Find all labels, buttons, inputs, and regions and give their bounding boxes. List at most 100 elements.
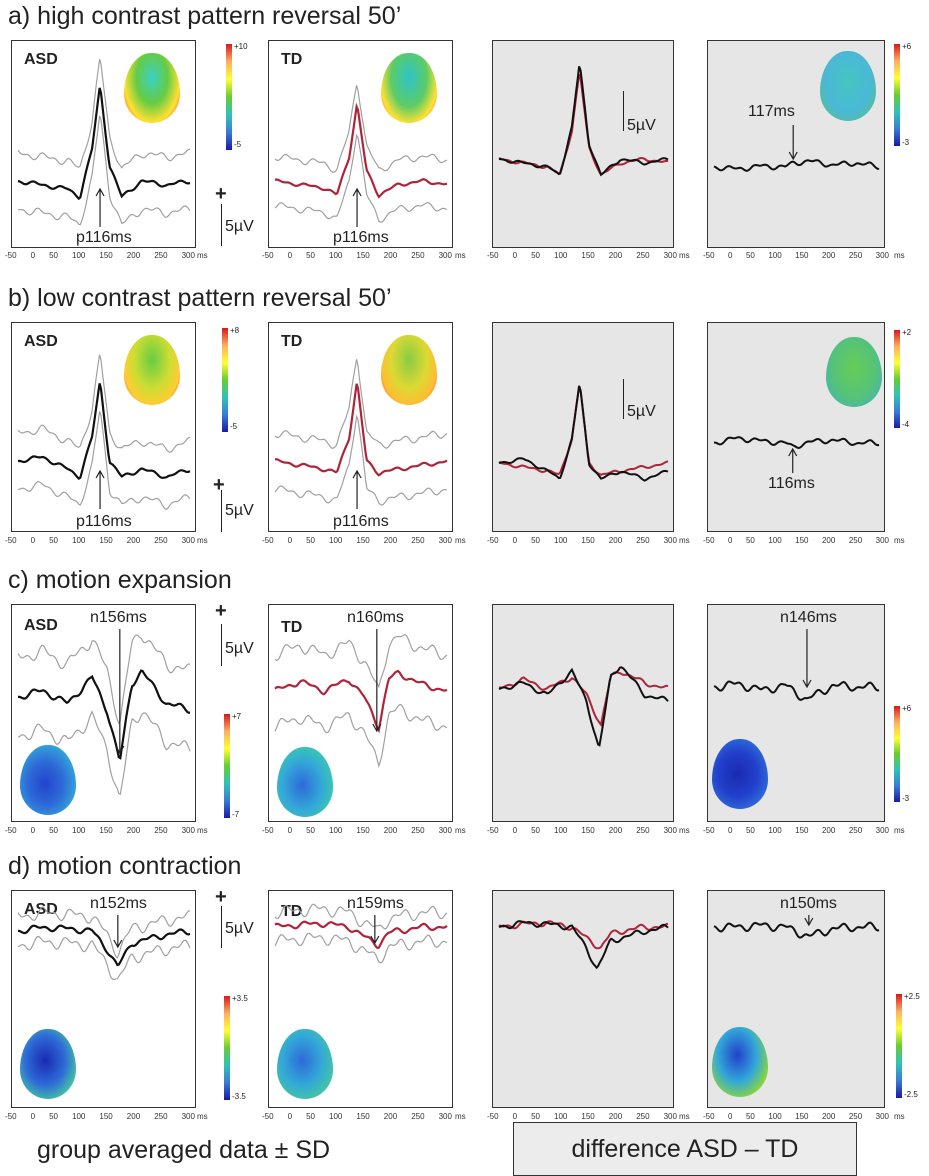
x-tick-label: 100 <box>768 251 782 260</box>
sd-upper-trace <box>17 58 191 169</box>
asd-peak-label: p116ms <box>76 513 132 530</box>
x-tick-label: 0 <box>728 251 733 260</box>
x-tick-label: -50 <box>703 826 715 835</box>
scale-bar <box>221 490 222 532</box>
x-tick-label: 200 <box>383 826 398 835</box>
x-tick-label: 50 <box>531 536 540 545</box>
scale-bar <box>221 204 222 246</box>
x-unit: ms <box>894 826 905 835</box>
x-tick-label: -50 <box>487 536 499 545</box>
x-tick-label: 150 <box>356 826 370 835</box>
row-a-asd-panel: ASD p116ms <box>11 40 196 248</box>
row-a-td-waves <box>274 85 448 227</box>
x-axis-ticks: -50 0 50 100 150 200 250 300 <box>487 1112 677 1121</box>
scalp-map <box>277 1029 333 1099</box>
x-tick-label: 0 <box>287 251 293 260</box>
x-tick-label: 150 <box>795 826 809 835</box>
td-mean-trace <box>274 383 448 477</box>
x-tick-label: 150 <box>581 826 595 835</box>
colorbar-max: +7 <box>232 712 242 721</box>
x-tick-label: 150 <box>795 251 809 260</box>
x-tick-label: 250 <box>154 826 168 835</box>
polarity-plus: + <box>215 886 227 908</box>
x-tick-label: 250 <box>636 536 650 545</box>
td-peak-label: p116ms <box>333 513 389 530</box>
diff-peak-label: 116ms <box>768 475 815 492</box>
x-tick-label: 250 <box>154 251 168 260</box>
x-tick-label: 50 <box>745 536 755 545</box>
row-b-title: b) low contrast pattern reversal 50’ <box>8 284 392 312</box>
x-unit: ms <box>455 1112 466 1121</box>
colorbar <box>226 44 232 150</box>
colorbar-max: +6 <box>902 42 912 51</box>
x-tick-label: 250 <box>411 536 425 545</box>
difference-trace <box>713 436 880 449</box>
x-tick-label: 0 <box>512 536 518 545</box>
x-axis-ticks: -50 0 50 100 150 200 250 300 <box>487 536 677 545</box>
td-label: TD <box>281 51 303 68</box>
x-unit: ms <box>197 251 208 260</box>
colorbar-min: -3 <box>902 138 910 147</box>
sd-upper-trace <box>274 903 448 930</box>
row-a-overlay-panel: 5µV <box>492 40 674 248</box>
x-unit: ms <box>455 826 466 835</box>
x-tick-label: 300 <box>438 826 452 835</box>
x-tick-label: 100 <box>768 826 782 835</box>
x-tick-label: 0 <box>30 536 36 545</box>
colorbar-min: -3 <box>902 794 910 803</box>
x-unit: ms <box>197 1112 208 1121</box>
asd-label: ASD <box>24 51 58 68</box>
asd-peak-label: p116ms <box>76 229 132 246</box>
sd-lower-trace <box>17 710 191 796</box>
row-a-td-panel: TD p116ms <box>268 40 453 248</box>
colorbar <box>224 996 230 1100</box>
td-mean-trace <box>498 671 669 728</box>
colorbar <box>896 994 902 1098</box>
x-tick-label: 100 <box>329 826 343 835</box>
scalp-map <box>20 1029 76 1099</box>
colorbar-min: -4 <box>902 420 910 429</box>
peak-arrow <box>352 469 362 509</box>
sd-lower-trace <box>274 414 448 506</box>
colorbar-max: +2 <box>902 328 912 337</box>
asd-label: ASD <box>24 617 58 634</box>
x-tick-label: 200 <box>126 1112 141 1121</box>
scalp-map <box>712 739 768 809</box>
x-unit: ms <box>894 536 905 545</box>
td-label: TD <box>281 903 303 920</box>
x-axis-ticks: -50 0 50 100 150 200 250 300 <box>262 251 452 260</box>
difference-trace <box>713 680 880 701</box>
x-tick-label: 0 <box>512 826 518 835</box>
x-tick-label: 100 <box>72 251 86 260</box>
x-tick-label: 100 <box>72 826 86 835</box>
peak-arrow <box>802 629 812 689</box>
x-tick-label: 50 <box>49 1112 58 1121</box>
td-label: TD <box>281 619 303 636</box>
peak-arrow <box>113 915 123 949</box>
row-c-asd-waves <box>17 629 191 796</box>
scalp-map <box>20 745 76 815</box>
scale-label: 5µV <box>627 117 656 134</box>
row-d-asd-panel: ASD n152ms <box>11 890 196 1108</box>
sd-upper-trace <box>17 906 191 960</box>
row-d-title: d) motion contraction <box>8 852 242 880</box>
x-tick-label: 200 <box>126 536 141 545</box>
asd-mean-trace <box>498 666 669 747</box>
x-tick-label: 150 <box>581 536 595 545</box>
asd-mean-trace <box>17 383 191 480</box>
td-mean-trace <box>498 385 669 476</box>
x-axis-ticks: -50 0 50 100 150 200 250 300 <box>703 826 889 835</box>
x-tick-label: 200 <box>608 251 623 260</box>
x-axis-ticks: -50 0 50 100 150 200 250 300 <box>5 826 195 835</box>
sd-lower-trace <box>17 935 191 980</box>
x-tick-label: 50 <box>531 826 540 835</box>
asd-mean-trace <box>498 920 669 970</box>
x-axis-ticks: -50 0 50 100 150 200 250 300 <box>262 536 452 545</box>
peak-arrow <box>372 629 382 733</box>
x-tick-label: 250 <box>411 826 425 835</box>
scale-label: 5µV <box>225 640 254 657</box>
row-b-diff-panel: 116ms <box>707 322 885 532</box>
x-tick-label: 50 <box>306 251 315 260</box>
x-tick-label: 200 <box>126 251 141 260</box>
x-axis-ticks: -50 0 50 100 150 200 250 300 <box>5 1112 195 1121</box>
